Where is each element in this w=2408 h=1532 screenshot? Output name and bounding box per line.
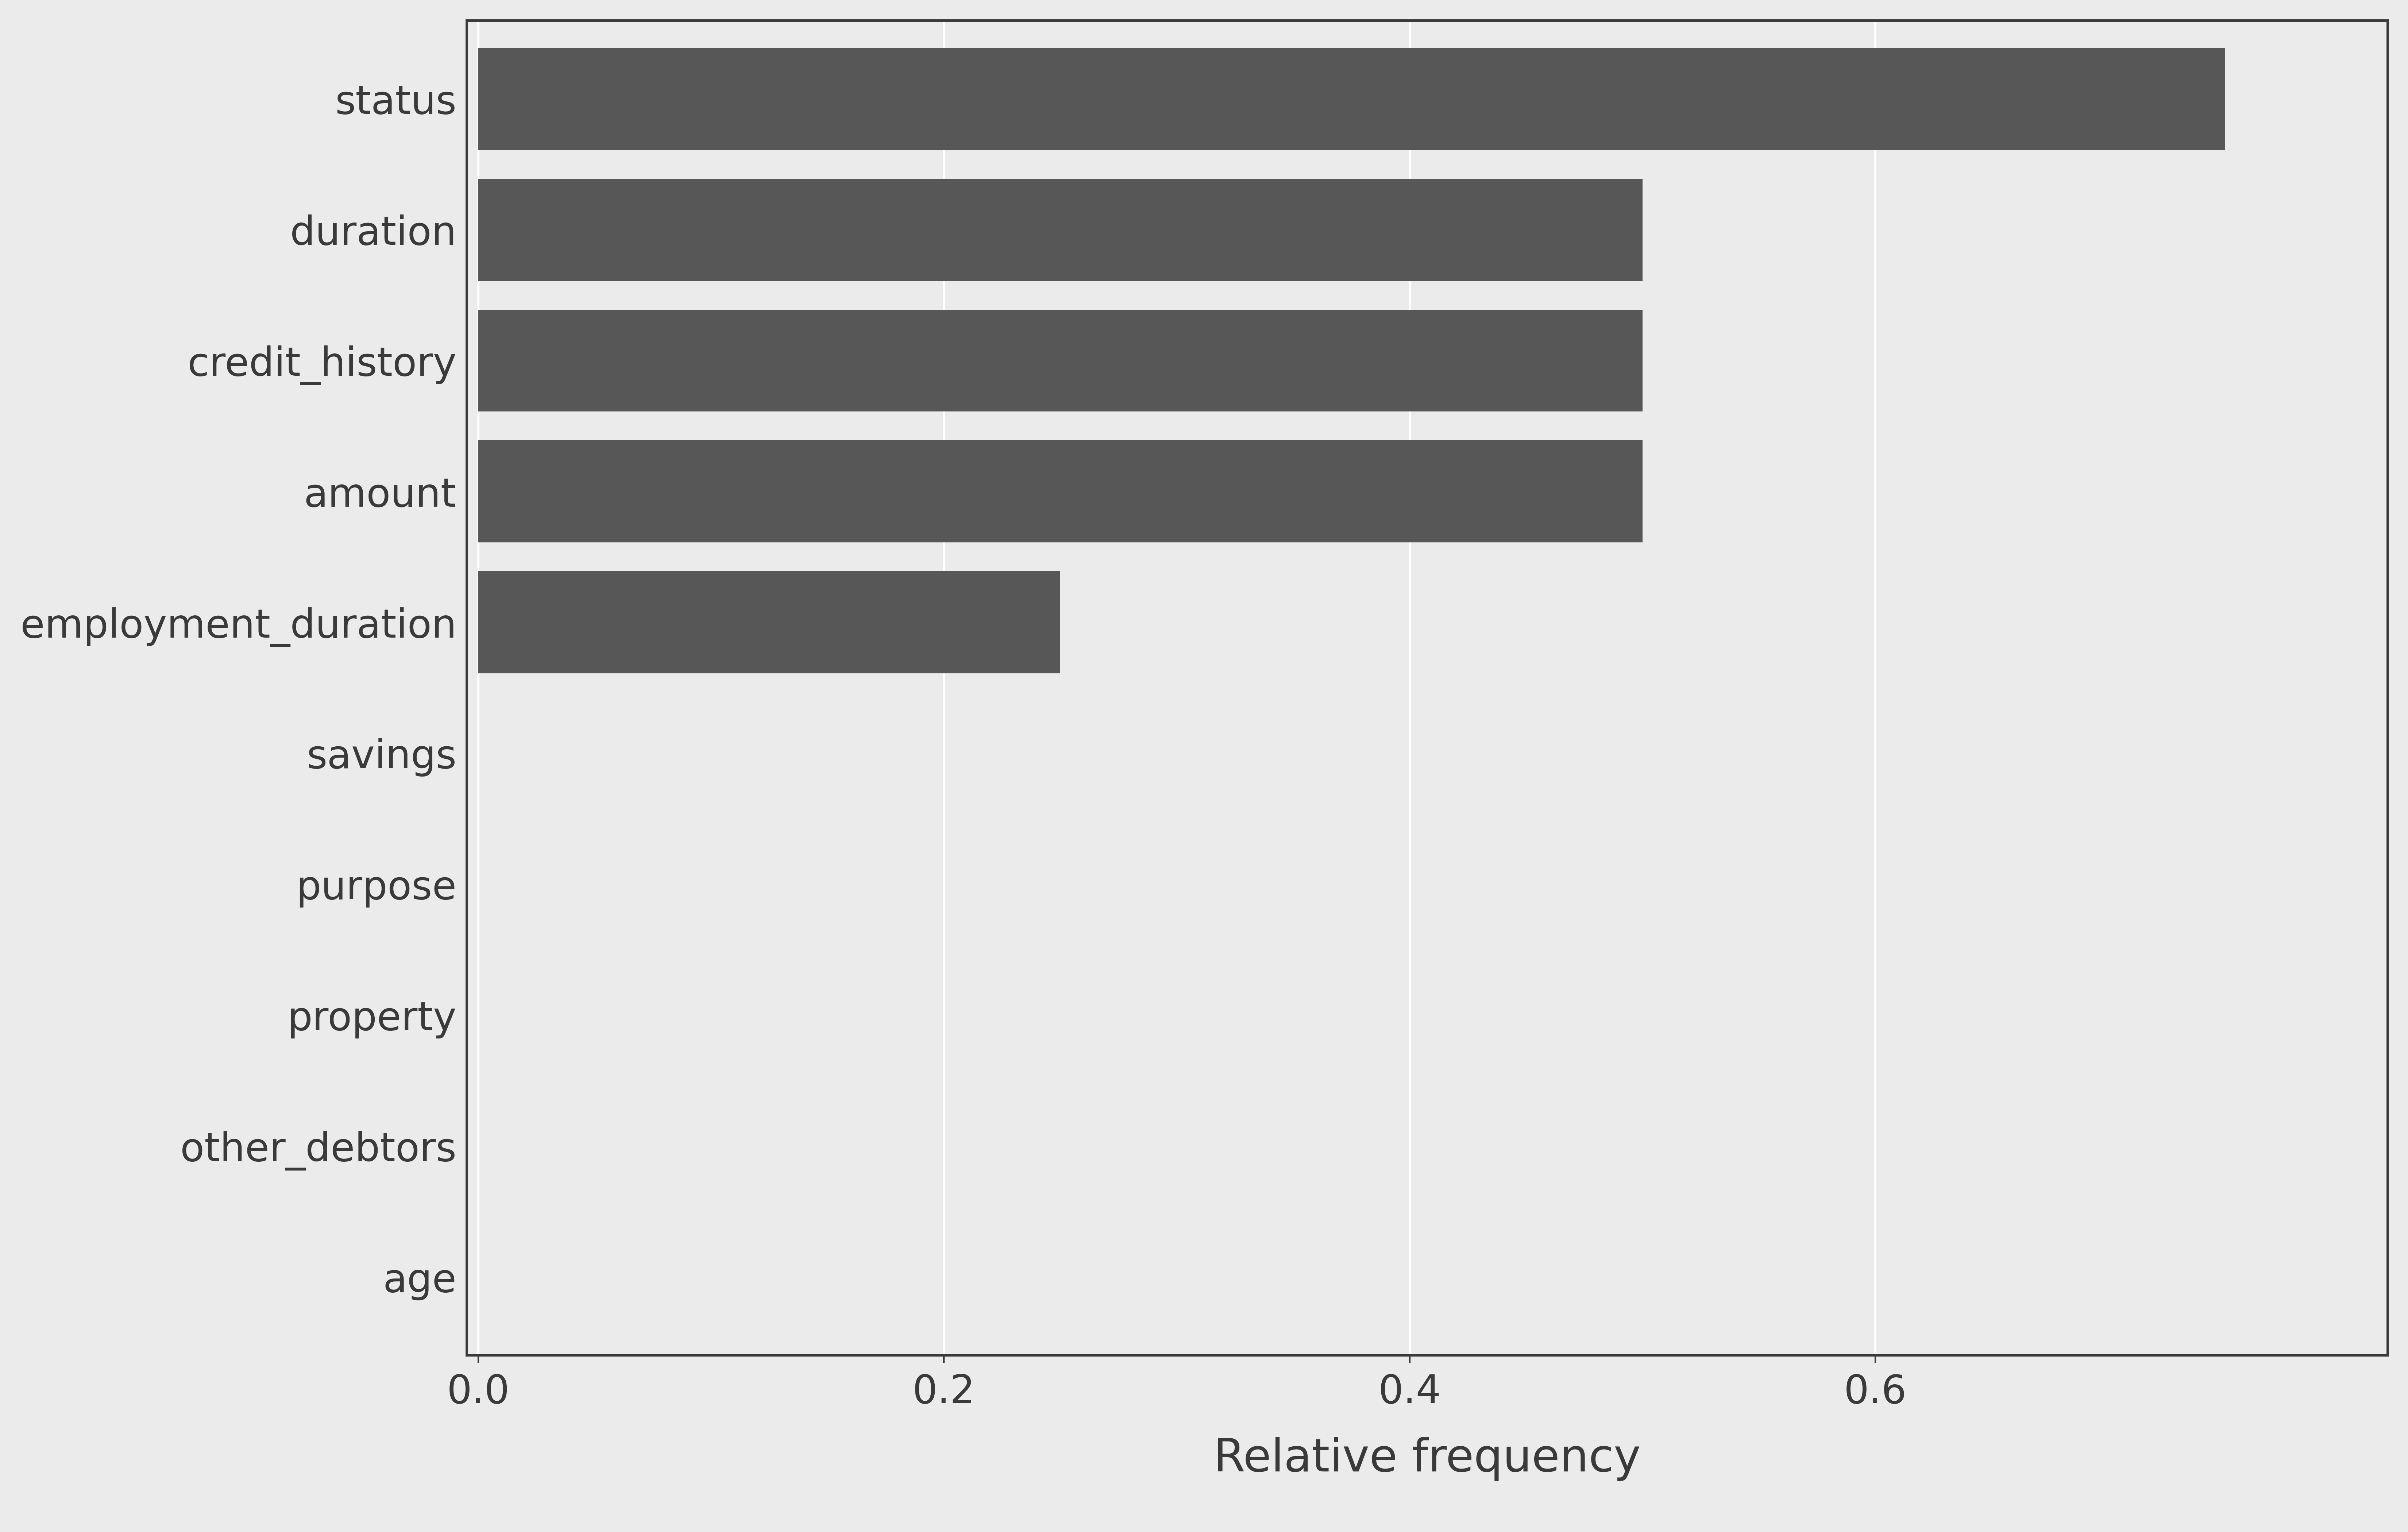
Bar [479, 571, 1060, 674]
Bar [479, 440, 1642, 542]
Bar [479, 179, 1642, 280]
X-axis label: Relative frequency: Relative frequency [1214, 1437, 1640, 1481]
Bar [479, 309, 1642, 412]
Bar [479, 47, 2225, 150]
